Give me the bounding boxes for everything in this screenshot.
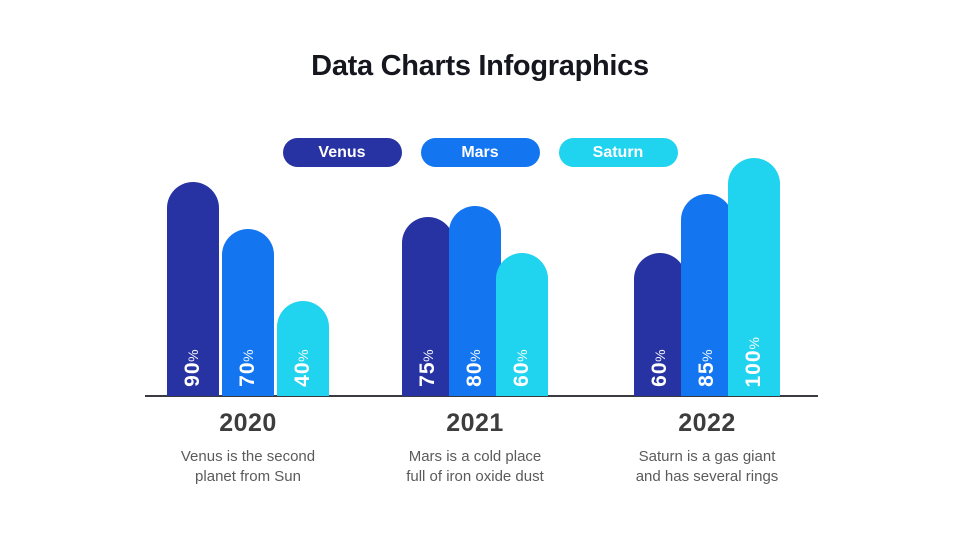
bar-saturn-2022: 100% — [728, 158, 780, 396]
category-column-2020: 2020 Venus is the second planet from Sun — [133, 409, 363, 487]
bar-mars-2022: 85% — [681, 194, 733, 396]
bar-value-label: 100% — [742, 335, 765, 388]
legend-label: Mars — [461, 143, 499, 161]
bar-mars-2021: 80% — [449, 206, 501, 396]
bar-group-2021: 75% 80% 60% — [402, 206, 548, 396]
legend-pill-venus: Venus — [282, 138, 402, 167]
category-caption: Mars is a cold place full of iron oxide … — [406, 448, 544, 485]
bar-value-label: 70% — [236, 348, 259, 387]
bar-group-2022: 60% 85% 100% — [634, 158, 780, 396]
chart-legend: Venus Mars Saturn — [0, 138, 960, 167]
category-column-2022: 2022 Saturn is a gas giant and has severa… — [592, 409, 822, 487]
bar-venus-2020: 90% — [167, 182, 219, 396]
bar-group-2020: 90% 70% 40% — [167, 182, 329, 396]
legend-pill-mars: Mars — [420, 138, 540, 167]
bar-mars-2020: 70% — [222, 229, 274, 396]
bar-venus-2022: 60% — [634, 253, 686, 396]
bar-value-label: 60% — [510, 348, 533, 387]
category-caption: Venus is the second planet from Sun — [180, 448, 316, 485]
x-axis-line — [145, 395, 818, 397]
bar-value-label: 80% — [463, 348, 486, 387]
bar-value-label: 85% — [695, 348, 718, 387]
bar-value-label: 90% — [181, 348, 204, 387]
bar-chart: 90% 70% 40% 2020 Venus is the second planet … — [145, 147, 818, 485]
category-label: 2021 — [446, 409, 504, 437]
category-label: 2022 — [678, 409, 736, 437]
page-title: Data Charts Infographics — [311, 50, 649, 82]
category-column-2021: 2021 Mars is a cold place full of iron ox… — [360, 409, 590, 487]
legend-label: Saturn — [592, 143, 644, 161]
bar-value-label: 75% — [416, 348, 439, 387]
category-label: 2020 — [219, 409, 277, 437]
bar-saturn-2020: 40% — [277, 301, 329, 396]
legend-label: Venus — [318, 143, 366, 161]
bar-venus-2021: 75% — [402, 217, 454, 396]
bar-value-label: 40% — [291, 348, 314, 387]
category-caption: Saturn is a gas giant and has several ri… — [635, 448, 779, 485]
bar-value-label: 60% — [648, 348, 671, 387]
legend-pill-saturn: Saturn — [558, 138, 678, 167]
bar-saturn-2021: 60% — [496, 253, 548, 396]
